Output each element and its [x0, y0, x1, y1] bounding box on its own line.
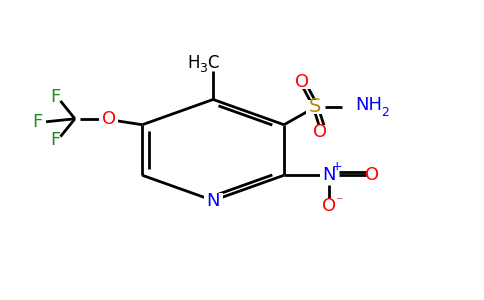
Text: O: O [322, 197, 336, 215]
Bar [293, 74, 311, 89]
Text: 2: 2 [381, 106, 389, 119]
Text: F: F [32, 113, 43, 131]
Bar [203, 193, 223, 208]
Bar [319, 168, 338, 182]
Text: ⁻: ⁻ [334, 195, 342, 209]
Bar [306, 100, 324, 114]
Bar [311, 125, 329, 139]
Text: C: C [207, 54, 219, 72]
Text: +: + [332, 160, 342, 173]
Text: H: H [188, 54, 200, 72]
Text: O: O [295, 73, 309, 91]
Text: 3: 3 [198, 62, 207, 75]
Text: O: O [102, 110, 116, 128]
Text: N: N [206, 191, 220, 209]
Text: F: F [50, 88, 61, 106]
Text: F: F [50, 131, 61, 149]
Text: O: O [313, 123, 327, 141]
Text: N: N [322, 166, 335, 184]
Text: NH: NH [355, 96, 382, 114]
Bar [99, 112, 118, 126]
Text: O: O [365, 166, 379, 184]
Text: S: S [309, 98, 321, 116]
Bar [319, 199, 338, 214]
